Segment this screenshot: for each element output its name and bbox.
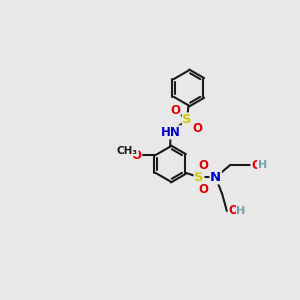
Text: S: S xyxy=(194,171,204,184)
Text: O: O xyxy=(251,159,261,172)
Text: N: N xyxy=(210,171,221,184)
Text: CH₃: CH₃ xyxy=(117,146,138,156)
Text: H: H xyxy=(236,206,246,215)
Text: O: O xyxy=(132,149,142,162)
Text: O: O xyxy=(198,159,208,172)
Text: O: O xyxy=(170,104,180,117)
Text: O: O xyxy=(193,122,202,135)
Text: O: O xyxy=(228,204,238,217)
Text: O: O xyxy=(198,183,208,196)
Text: HN: HN xyxy=(161,126,181,139)
Text: H: H xyxy=(258,160,267,170)
Text: S: S xyxy=(182,113,192,126)
